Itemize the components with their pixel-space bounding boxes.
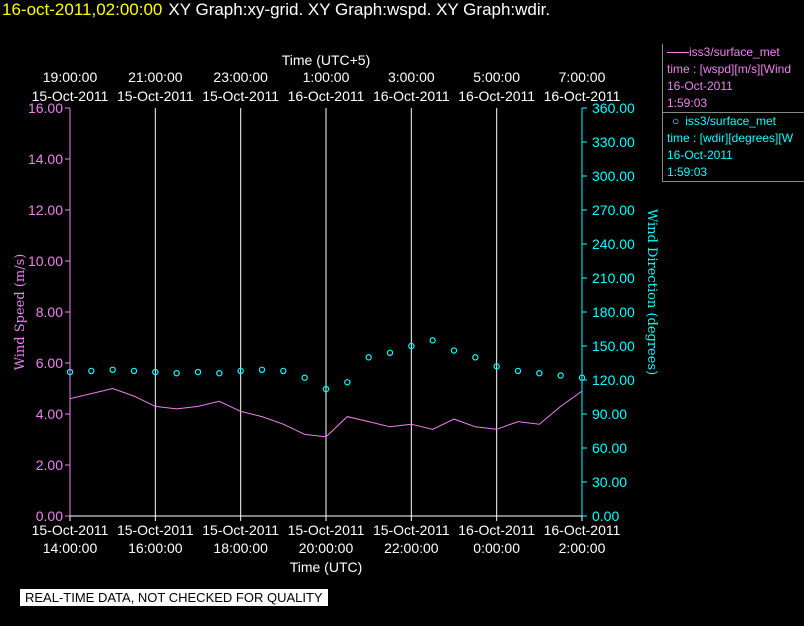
legend-wspd-date: 16-Oct-2011: [667, 79, 733, 93]
x-bottom-axis-label: Time (UTC): [290, 559, 363, 575]
y-left-tick-label: 14.00: [28, 151, 63, 167]
y-right-tick-label: 0.00: [592, 508, 619, 524]
wdir-point: [152, 368, 159, 376]
wdir-point: [258, 366, 266, 373]
x-bottom-tick-time: 22:00:00: [384, 540, 439, 556]
y-left-tick-label: 12.00: [28, 202, 63, 218]
axes: 0.00 2.00 4.00 6.00 8.00 10.00 12.00 14.00 16.00…: [13, 52, 659, 575]
wdir-point: [450, 347, 458, 354]
legend-wdir-name: iss3/surface_met: [685, 114, 776, 128]
x-top-tick-time: 23:00:00: [213, 69, 268, 85]
legend-wdir-time: 1:59:03: [667, 165, 708, 179]
timestamp: 16-oct-2011,02:00:00: [2, 0, 163, 19]
legend: iss3/surface_met time : [wspd][m/s][Wind…: [662, 44, 804, 182]
wdir-point: [536, 370, 543, 377]
x-top-tick-time: 7:00:00: [559, 69, 606, 85]
x-bottom-tick-date: 16-Oct-2011: [458, 522, 535, 538]
y-right-tick-label: 270.00: [592, 202, 635, 218]
x-top-tick-date: 15-Oct-2011: [32, 88, 109, 104]
x-top-axis-label: Time (UTC+5): [282, 52, 371, 68]
y-right-tick-label: 90.00: [592, 406, 627, 422]
wdir-point: [301, 374, 308, 381]
legend-wspd: iss3/surface_met time : [wspd][m/s][Wind…: [662, 44, 804, 113]
y-right-tick-label: 180.00: [592, 304, 635, 320]
y-right-tick-label: 30.00: [592, 474, 627, 490]
wdir-point: [493, 363, 500, 370]
legend-wdir-desc: time : [wdir][degrees][W: [667, 131, 794, 145]
y-right-tick-label: 60.00: [592, 440, 627, 456]
quality-note: REAL-TIME DATA, NOT CHECKED FOR QUALITY: [20, 589, 328, 606]
wdir-point: [280, 367, 287, 375]
wdir-point: [109, 366, 116, 373]
x-top-tick-time: 19:00:00: [43, 69, 98, 85]
x-bottom-tick-time: 0:00:00: [473, 540, 520, 556]
y-right-tick-label: 360.00: [592, 100, 635, 116]
line-swatch-icon: [667, 52, 689, 54]
x-top-tick-time: 3:00:00: [388, 69, 435, 85]
circle-marker-icon: ○: [672, 114, 680, 128]
x-bottom-tick-date: 16-Oct-2011: [544, 522, 621, 538]
legend-wdir: ○ iss3/surface_met time : [wdir][degrees]…: [662, 113, 804, 182]
legend-wspd-desc: time : [wspd][m/s][Wind: [667, 62, 792, 76]
wspd-series-line: [69, 387, 583, 438]
y-left-axis-label: Wind Speed (m/s): [13, 254, 28, 371]
x-bottom-tick-time: 18:00:00: [213, 540, 268, 556]
legend-wspd-time: 1:59:03: [667, 96, 708, 110]
title-bar: 16-oct-2011,02:00:00 XY Graph:xy-grid. XY…: [2, 0, 550, 20]
x-top-tick-date: 16-Oct-2011: [458, 88, 535, 104]
x-bottom-tick-time: 16:00:00: [128, 540, 183, 556]
wdir-point: [386, 349, 394, 356]
x-top-tick-time: 21:00:00: [128, 69, 183, 85]
x-top-tick-time: 1:00:00: [303, 69, 350, 85]
y-left-tick-label: 4.00: [36, 406, 63, 422]
wdir-point: [216, 370, 223, 377]
x-bottom-tick-date: 15-Oct-2011: [202, 522, 279, 538]
x-bottom-tick-time: 2:00:00: [559, 540, 606, 556]
x-bottom-tick-date: 15-Oct-2011: [117, 522, 194, 538]
y-left-tick-label: 2.00: [36, 457, 63, 473]
graph-titles: XY Graph:xy-grid. XY Graph:wspd. XY Grap…: [168, 0, 551, 19]
y-right-tick-label: 300.00: [592, 168, 635, 184]
wdir-point: [557, 372, 564, 379]
y-right-tick-label: 210.00: [592, 270, 635, 286]
y-right-tick-label: 240.00: [592, 236, 635, 252]
x-bottom-tick-date: 15-Oct-2011: [373, 522, 450, 538]
x-top-tick-time: 5:00:00: [473, 69, 520, 85]
y-left-tick-label: 0.00: [36, 508, 63, 524]
y-right-tick-label: 330.00: [592, 134, 635, 150]
y-left-tick-label: 8.00: [36, 304, 63, 320]
y-left-tick-label: 16.00: [28, 100, 63, 116]
x-top-tick-date: 15-Oct-2011: [202, 88, 279, 104]
x-bottom-tick-time: 20:00:00: [299, 540, 354, 556]
x-bottom-tick-date: 15-Oct-2011: [32, 522, 109, 538]
wdir-point: [237, 367, 244, 375]
wdir-point: [472, 354, 479, 361]
x-top-tick-date: 15-Oct-2011: [117, 88, 194, 104]
legend-wspd-name: iss3/surface_met: [689, 45, 780, 59]
y-right-tick-label: 150.00: [592, 338, 635, 354]
wdir-point: [173, 370, 180, 377]
y-right-tick-label: 120.00: [592, 372, 635, 388]
x-bottom-tick-date: 15-Oct-2011: [288, 522, 365, 538]
wdir-point: [322, 385, 330, 393]
wdir-point: [365, 354, 372, 361]
legend-wdir-date: 16-Oct-2011: [667, 148, 733, 162]
y-left-tick-label: 6.00: [36, 355, 63, 371]
wdir-point: [408, 342, 415, 350]
y-left-tick-label: 10.00: [28, 253, 63, 269]
wdir-point: [88, 367, 95, 375]
wdir-point: [194, 368, 202, 376]
grid: [69, 108, 583, 516]
x-top-tick-date: 16-Oct-2011: [373, 88, 450, 104]
wdir-point: [514, 367, 522, 375]
wdir-point: [344, 379, 351, 386]
wdir-point: [130, 367, 138, 375]
x-bottom-tick-time: 14:00:00: [43, 540, 98, 556]
x-top-tick-date: 16-Oct-2011: [544, 88, 621, 104]
x-top-tick-date: 16-Oct-2011: [288, 88, 365, 104]
wdir-point: [429, 337, 436, 344]
y-right-axis-label: Wind Direction (degrees): [644, 209, 659, 375]
